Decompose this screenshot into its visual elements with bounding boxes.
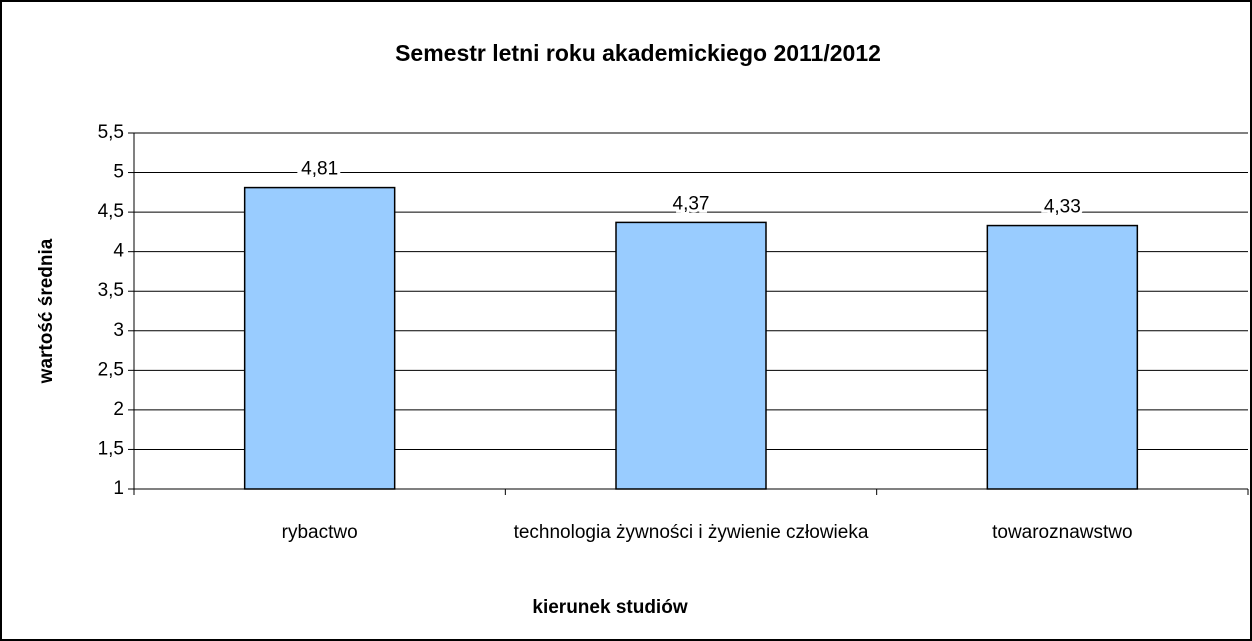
y-tick-label: 5 bbox=[113, 162, 124, 183]
y-tick-label: 1,5 bbox=[98, 438, 124, 459]
y-tick-label: 4 bbox=[113, 241, 124, 262]
data-label: 4,81 bbox=[301, 159, 338, 180]
x-tick-label: rybactwo bbox=[281, 522, 358, 543]
y-tick-label: 3,5 bbox=[98, 280, 124, 301]
y-tick-label: 2,5 bbox=[98, 359, 124, 380]
chart-title: Semestr letni roku akademickiego 2011/20… bbox=[395, 40, 881, 66]
data-label: 4,37 bbox=[673, 193, 710, 214]
y-tick-label: 5,5 bbox=[98, 122, 124, 143]
bar bbox=[243, 186, 396, 490]
data-label: 4,33 bbox=[1044, 197, 1081, 218]
y-axis-label: wartość średnia bbox=[36, 238, 57, 384]
y-tick-label: 2 bbox=[113, 399, 124, 420]
bar bbox=[615, 221, 767, 490]
bar bbox=[986, 224, 1139, 490]
x-tick-label: technologia żywności i żywienie człowiek… bbox=[513, 522, 869, 543]
x-tick-label: towaroznawstwo bbox=[992, 522, 1133, 543]
y-tick-label: 4,5 bbox=[98, 201, 124, 222]
y-tick-label: 1 bbox=[113, 478, 124, 499]
x-axis-label: kierunek studiów bbox=[532, 597, 687, 618]
y-tick-label: 3 bbox=[113, 320, 124, 341]
